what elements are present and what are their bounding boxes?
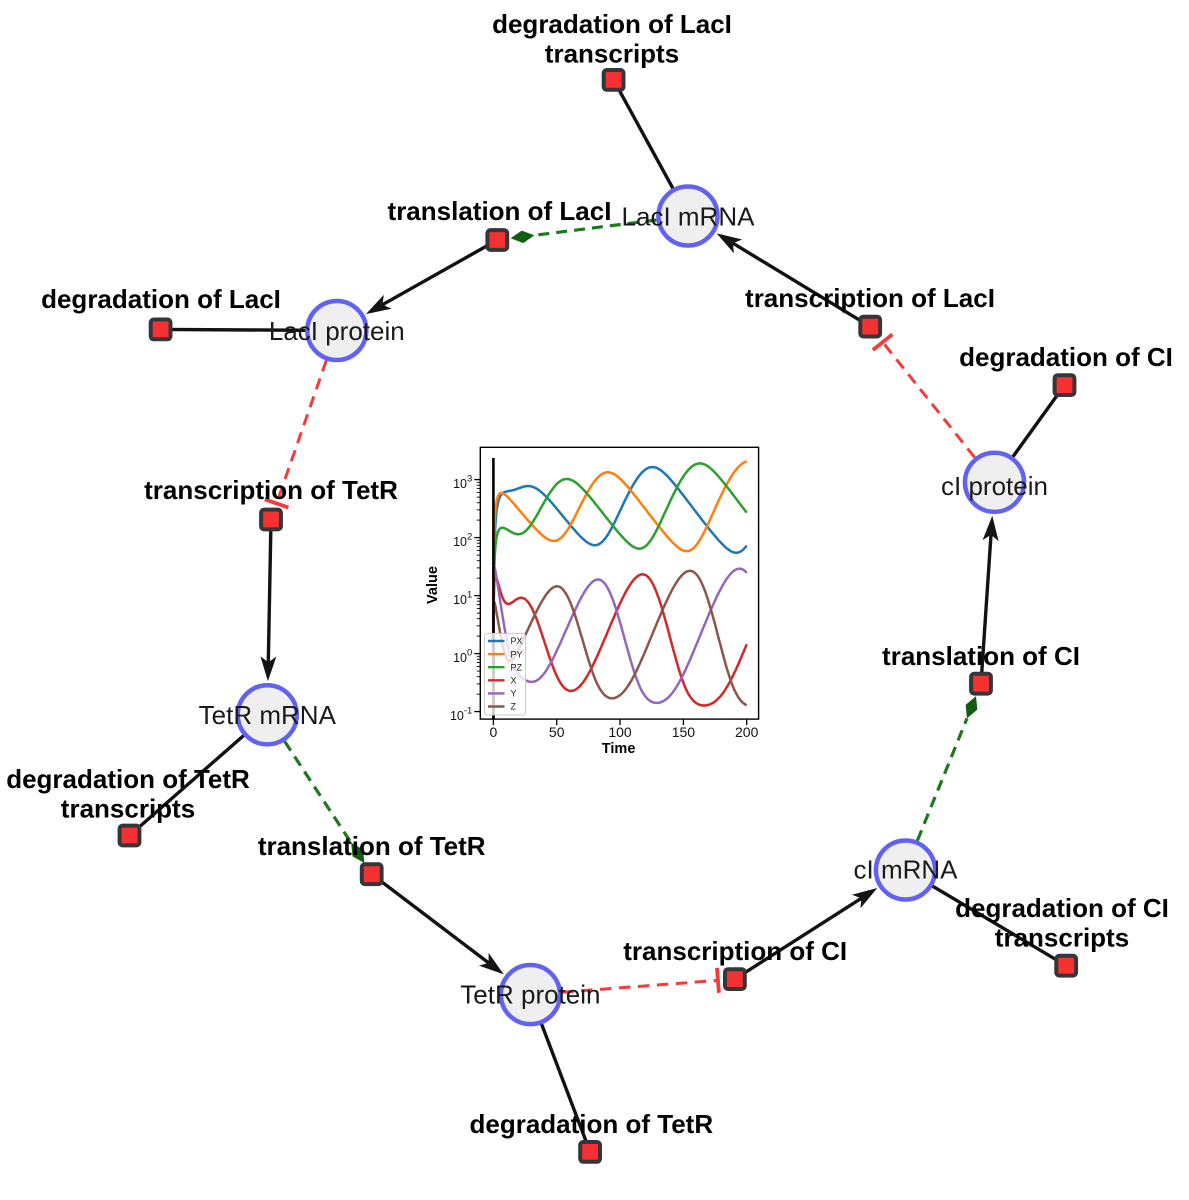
svg-text:LacI mRNA: LacI mRNA	[622, 201, 756, 231]
svg-text:LacI protein: LacI protein	[269, 316, 405, 346]
svg-text:TetR protein: TetR protein	[460, 980, 600, 1010]
svg-text:transcription of LacI: transcription of LacI	[745, 283, 995, 313]
svg-text:cI protein: cI protein	[941, 471, 1048, 501]
svg-text:transcripts: transcripts	[545, 39, 679, 69]
svg-text:degradation of CI: degradation of CI	[959, 342, 1173, 372]
svg-text:50: 50	[549, 724, 565, 740]
svg-text:degradation of TetR: degradation of TetR	[6, 764, 250, 794]
svg-text:degradation of TetR: degradation of TetR	[469, 1109, 713, 1139]
svg-text:100: 100	[608, 724, 632, 740]
svg-text:degradation of CI: degradation of CI	[955, 893, 1169, 923]
svg-text:Value: Value	[425, 566, 441, 604]
svg-text:transcription of TetR: transcription of TetR	[144, 475, 398, 505]
svg-text:200: 200	[735, 724, 759, 740]
svg-text:Y: Y	[511, 689, 517, 699]
svg-text:translation of LacI: translation of LacI	[388, 196, 612, 226]
svg-text:X: X	[511, 676, 517, 686]
svg-text:Time: Time	[602, 741, 636, 757]
svg-text:transcripts: transcripts	[995, 923, 1129, 953]
svg-text:degradation of LacI: degradation of LacI	[41, 284, 281, 314]
svg-text:transcripts: transcripts	[61, 794, 195, 824]
svg-text:transcription of CI: transcription of CI	[623, 936, 847, 966]
svg-text:degradation of LacI: degradation of LacI	[492, 9, 732, 39]
svg-text:150: 150	[672, 724, 696, 740]
svg-text:translation of TetR: translation of TetR	[258, 831, 486, 861]
svg-text:PZ: PZ	[511, 662, 523, 672]
svg-text:PX: PX	[511, 636, 523, 646]
svg-text:Z: Z	[511, 702, 517, 712]
svg-text:TetR mRNA: TetR mRNA	[199, 700, 337, 730]
svg-text:0: 0	[490, 724, 498, 740]
svg-text:cI mRNA: cI mRNA	[854, 855, 959, 885]
svg-text:translation of CI: translation of CI	[882, 641, 1080, 671]
svg-text:PY: PY	[511, 649, 523, 659]
